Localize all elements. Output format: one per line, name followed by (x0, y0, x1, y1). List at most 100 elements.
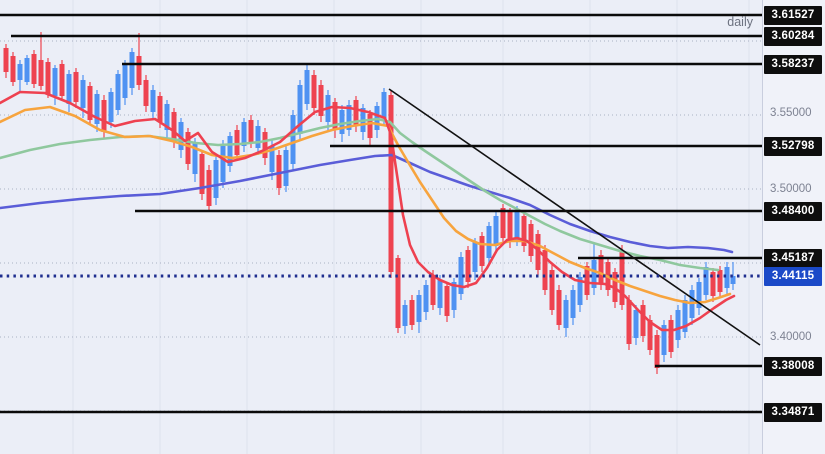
candle-body (633, 310, 639, 338)
candle-body (157, 96, 163, 122)
candle-body (297, 85, 303, 134)
candle (213, 155, 219, 205)
candle (619, 245, 625, 310)
price-chart-canvas[interactable] (0, 0, 763, 454)
candle (59, 60, 65, 100)
candle-body (192, 142, 198, 174)
candle (535, 230, 541, 275)
candle (689, 285, 695, 325)
candle-body (318, 85, 324, 116)
candle (185, 128, 191, 170)
candle (416, 290, 422, 333)
candle-body (311, 75, 317, 108)
candle (122, 60, 128, 105)
candle-body (486, 226, 492, 258)
candle-body (276, 155, 282, 188)
ma-green (0, 117, 720, 272)
candle-body (66, 74, 72, 104)
candle-body (521, 216, 527, 246)
candle-body (542, 250, 548, 290)
candle-body (395, 258, 401, 328)
candle (556, 285, 562, 330)
candle-body (94, 94, 100, 124)
candle-body (206, 170, 212, 206)
price-level-chip: 3.58237 (764, 54, 822, 74)
candle (304, 64, 310, 110)
candle-body (591, 260, 597, 288)
candle-body (563, 300, 569, 328)
ma-slow-purple (0, 153, 734, 254)
candle-body (402, 305, 408, 326)
candle (633, 305, 639, 345)
candle-body (730, 276, 736, 284)
candle (395, 255, 401, 333)
candle-body (703, 267, 709, 295)
candle-body (444, 286, 450, 316)
candle (654, 330, 660, 374)
candle-body (38, 60, 44, 86)
candle-body (3, 48, 9, 72)
candle-body (696, 282, 702, 308)
candle-body (710, 272, 716, 296)
candle (17, 60, 23, 92)
candle (724, 262, 730, 295)
candle (227, 132, 233, 172)
candle-body (346, 105, 352, 130)
candle-body (122, 64, 128, 98)
candle-body (164, 104, 170, 130)
candle (332, 98, 338, 138)
candle-body (248, 120, 254, 142)
price-level-chip: 3.60284 (764, 26, 822, 46)
candle-body (304, 70, 310, 104)
candle (570, 285, 576, 325)
price-level-chip: 3.61527 (764, 5, 822, 25)
candle-body (619, 252, 625, 305)
candle-body (171, 112, 177, 142)
candle-body (577, 277, 583, 305)
candle-body (437, 280, 443, 308)
candle-body (59, 64, 65, 96)
price-level-chip: 3.48400 (764, 201, 822, 221)
candle-body (10, 56, 16, 82)
candle (234, 125, 240, 160)
candle-body (535, 234, 541, 270)
candle (283, 145, 289, 192)
descending-trendline[interactable] (388, 88, 761, 346)
candle-body (115, 74, 121, 110)
candle-body (353, 100, 359, 126)
candle (318, 80, 324, 122)
candle-body (668, 320, 674, 352)
candle (521, 212, 527, 252)
candle-body (626, 300, 632, 344)
candle-body (598, 255, 604, 284)
candle-body (514, 210, 520, 240)
price-axis[interactable]: 3.55000 3.50000 3.40000 3.61527 3.60284 3.582… (762, 0, 825, 454)
ma-fast-red (0, 90, 736, 332)
candle-body (332, 102, 338, 130)
candle (528, 220, 534, 262)
candle-body (430, 275, 436, 305)
candle-body (185, 132, 191, 164)
candle-body (87, 86, 93, 120)
candle-body (143, 80, 149, 106)
candle-body (150, 90, 156, 112)
candle (717, 266, 723, 298)
candle (129, 48, 135, 95)
candle-body (31, 54, 37, 84)
candle-body (500, 208, 506, 238)
candle (661, 320, 667, 362)
candle (444, 282, 450, 322)
timeframe-label: daily (727, 15, 753, 29)
candle-body (654, 335, 660, 368)
candle-body (339, 110, 345, 134)
price-level-chip: 3.45187 (764, 248, 822, 268)
price-axis-label: 3.50000 (770, 183, 812, 195)
candle-body (675, 310, 681, 340)
candle-body (255, 126, 261, 148)
candle-body (647, 320, 653, 350)
candle (549, 265, 555, 315)
candle-body (584, 266, 590, 295)
candle (388, 90, 394, 278)
candle-body (80, 80, 86, 108)
